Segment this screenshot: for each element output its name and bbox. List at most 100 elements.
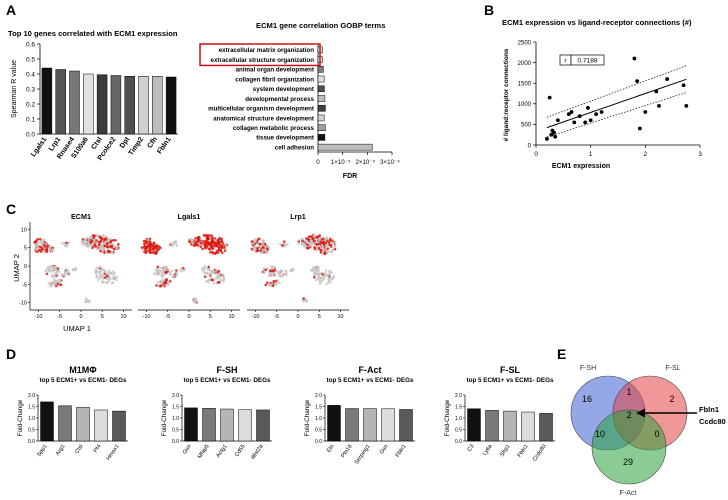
chart-b-r-label: r bbox=[564, 58, 567, 65]
chart-c-cell-point bbox=[197, 237, 201, 241]
chart-b-point bbox=[665, 77, 670, 81]
chart-a2-bar bbox=[317, 85, 325, 93]
chart-c-cell-point bbox=[103, 269, 107, 273]
chart-b-ci-lower bbox=[546, 92, 687, 138]
chart-c-cell-point bbox=[74, 267, 77, 271]
chart-a2-category-label: collagen metabolic process bbox=[233, 125, 315, 132]
chart-c-cell-point bbox=[206, 267, 209, 271]
chart-c-cell-point bbox=[219, 243, 223, 247]
chart-c-cell-point bbox=[34, 247, 38, 251]
chart-c-cell-point bbox=[86, 300, 89, 303]
chart-d-bar bbox=[76, 407, 90, 442]
chart-c-umap-title: ECM1 bbox=[71, 212, 91, 221]
chart-c-cell-point bbox=[217, 280, 221, 284]
chart-c-cell-point bbox=[141, 249, 145, 253]
chart-a2-bar bbox=[317, 75, 325, 83]
chart-c-cell-point bbox=[312, 275, 316, 279]
chart-c-cell-point bbox=[170, 269, 174, 273]
chart-c-cell-point bbox=[313, 246, 317, 249]
chart-c-cell-point bbox=[42, 239, 45, 242]
chart-c-cell-point bbox=[211, 238, 214, 242]
chart-a2-x-tick-label: 1×10⁻⁵ bbox=[331, 159, 351, 166]
chart-c-cell-point bbox=[193, 299, 197, 302]
chart-c-cell-point bbox=[219, 248, 222, 252]
chart-a2-x-tick-label: 0 bbox=[316, 159, 320, 166]
chart-a2-x-tick-label: 3×10⁻⁵ bbox=[380, 159, 400, 166]
chart-c-cell-point bbox=[34, 240, 38, 244]
chart-c-cell-point bbox=[217, 269, 221, 273]
chart-c-cell-point bbox=[300, 237, 304, 241]
chart-c-cell-point bbox=[47, 269, 51, 273]
chart-c-cell-point bbox=[220, 237, 223, 241]
chart-c-cell-point bbox=[301, 242, 304, 245]
chart-c-cell-point bbox=[146, 238, 150, 242]
chart-c-cell-point bbox=[307, 246, 310, 250]
chart-c-cell-point bbox=[211, 278, 215, 282]
chart-d-foldchange: M1MΦ top 5 ECM1+ vs ECM1- DEGs Fold-Change… bbox=[17, 365, 555, 466]
chart-c-cell-point bbox=[330, 250, 334, 254]
chart-c-cell-point bbox=[105, 277, 109, 280]
chart-c-cell-point bbox=[282, 240, 286, 243]
chart-d-ylabel: Fold-Change bbox=[444, 399, 451, 436]
chart-c-cell-point bbox=[48, 247, 52, 251]
chart-a1-bar bbox=[69, 70, 80, 135]
chart-d-y-tick-label: 2.0 bbox=[455, 393, 462, 399]
chart-d-y-tick-label: 1.5 bbox=[28, 405, 35, 411]
chart-c-cell-point bbox=[282, 272, 286, 276]
chart-d-category-label: Actg1 bbox=[216, 444, 229, 459]
chart-c-cell-point bbox=[151, 251, 155, 254]
chart-c-cell-point bbox=[60, 273, 64, 276]
chart-c-cell-point bbox=[197, 239, 200, 243]
chart-b-r-value-box bbox=[570, 54, 605, 66]
chart-c-cell-point bbox=[254, 237, 258, 241]
chart-c-cell-point bbox=[199, 245, 202, 248]
chart-c-cell-point bbox=[166, 283, 170, 286]
chart-c-cell-point bbox=[91, 246, 94, 250]
chart-c-umap-title: Lgals1 bbox=[178, 212, 201, 221]
chart-c-cell-point bbox=[326, 274, 330, 277]
chart-c-x-tick-label: 10 bbox=[337, 314, 343, 320]
chart-c-cell-point bbox=[115, 275, 119, 279]
chart-b-point bbox=[684, 103, 689, 108]
chart-c-cell-point bbox=[149, 251, 152, 254]
chart-c-cell-point bbox=[65, 269, 69, 273]
chart-c-cell-point bbox=[321, 237, 325, 241]
chart-c-cell-point bbox=[315, 236, 318, 239]
chart-c-cell-point bbox=[49, 265, 53, 268]
chart-e-set-label: F-SL bbox=[665, 365, 680, 372]
chart-c-cell-point bbox=[323, 271, 327, 275]
chart-b-xlabel: ECM1 expression bbox=[552, 163, 610, 170]
chart-c-cell-point bbox=[220, 275, 223, 278]
chart-d-bar bbox=[58, 405, 72, 442]
chart-d-y-tick-label: 1.0 bbox=[172, 416, 179, 422]
chart-c-cell-point bbox=[209, 246, 213, 249]
chart-c-cell-point bbox=[42, 250, 46, 254]
chart-c-cell-point bbox=[219, 278, 222, 282]
chart-d-bar bbox=[256, 409, 270, 442]
chart-c-cell-point bbox=[324, 274, 327, 278]
chart-c-cell-point bbox=[88, 244, 92, 247]
chart-c-cell-point bbox=[93, 243, 97, 246]
chart-a1-y-tick-label: 0.5 bbox=[26, 57, 35, 64]
chart-c-cell-point bbox=[328, 269, 331, 273]
chart-c-cell-point bbox=[86, 243, 89, 247]
chart-c-cell-point bbox=[88, 237, 92, 240]
chart-a1-category-label: Lgals1 bbox=[30, 136, 49, 158]
chart-c-cell-point bbox=[99, 249, 102, 253]
chart-d-bar bbox=[202, 408, 216, 442]
chart-c-cell-point bbox=[267, 274, 271, 278]
chart-a1-category-label: Fbln1 bbox=[156, 136, 173, 155]
chart-c-cell-point bbox=[98, 265, 102, 269]
chart-c-cell-point bbox=[330, 271, 333, 274]
chart-c-cell-point bbox=[97, 278, 100, 282]
chart-c-cell-point bbox=[207, 245, 211, 249]
chart-c-cell-point bbox=[155, 284, 158, 287]
chart-c-cell-point bbox=[191, 242, 195, 245]
chart-a1-y-tick-label: 0.6 bbox=[26, 42, 35, 49]
chart-c-cell-point bbox=[334, 244, 337, 247]
chart-c-cell-point bbox=[55, 269, 59, 273]
chart-c-cell-point bbox=[53, 265, 56, 269]
chart-d-y-tick-label: 1.0 bbox=[28, 416, 35, 422]
chart-a1-category-label: Timp2 bbox=[128, 136, 146, 157]
chart-c-cell-point bbox=[160, 266, 163, 270]
